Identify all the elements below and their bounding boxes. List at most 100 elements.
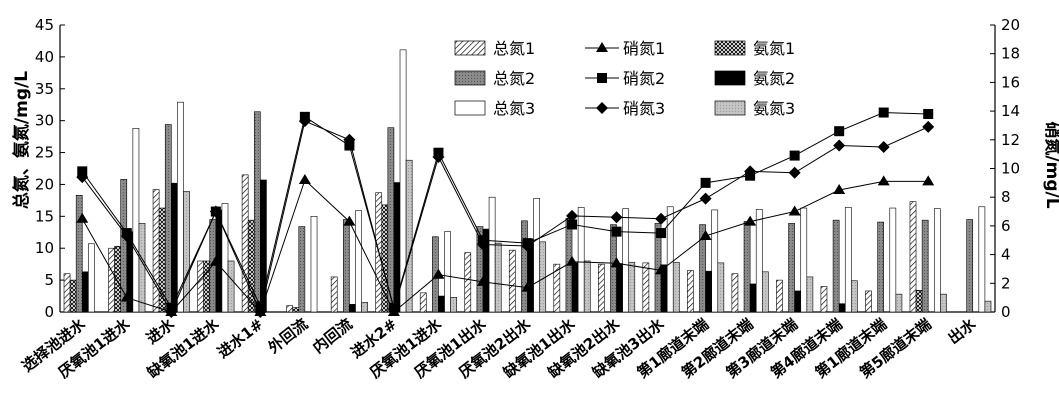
left-tick-label: 30 bbox=[35, 112, 54, 130]
point-硝氮1 bbox=[566, 255, 579, 266]
bar-总氮3 bbox=[844, 207, 852, 313]
right-tick-label: 20 bbox=[1001, 16, 1020, 34]
point-硝氮3 bbox=[922, 120, 935, 133]
point-硝氮3 bbox=[76, 171, 89, 184]
bar-总氮1 bbox=[63, 273, 71, 313]
point-硝氮1 bbox=[120, 291, 133, 302]
point-硝氮3 bbox=[254, 306, 267, 318]
bar-总氮1 bbox=[820, 286, 828, 313]
bar-总氮3 bbox=[310, 216, 318, 313]
bar-总氮2 bbox=[521, 220, 528, 313]
bar-氨氮3 bbox=[940, 293, 947, 313]
point-硝氮1 bbox=[343, 215, 356, 226]
point-硝氮3 bbox=[521, 239, 534, 252]
point-硝氮3 bbox=[476, 238, 489, 251]
bar-总氮3 bbox=[533, 198, 540, 313]
bar-氨氮3 bbox=[672, 261, 680, 313]
legend-label: 氨氮2 bbox=[753, 69, 795, 88]
bar-总氮3 bbox=[177, 101, 184, 313]
bar-总氮3 bbox=[88, 243, 95, 313]
point-硝氮3 bbox=[833, 139, 846, 152]
point-硝氮3 bbox=[699, 192, 712, 205]
bar-氨氮3 bbox=[806, 276, 814, 313]
legend-label: 硝氮1 bbox=[623, 39, 665, 58]
bar-总氮2 bbox=[966, 219, 974, 313]
bar-总氮3 bbox=[800, 207, 808, 313]
bar-氨氮2 bbox=[171, 182, 178, 313]
legend-label: 总氮2 bbox=[493, 69, 535, 88]
point-硝氮3 bbox=[432, 151, 445, 164]
category-label: 外回流 bbox=[264, 315, 311, 358]
bar-总氮3 bbox=[933, 208, 941, 313]
bar-总氮1 bbox=[286, 305, 294, 313]
point-硝氮3 bbox=[610, 211, 623, 224]
left-tick-label: 5 bbox=[44, 271, 54, 289]
point-硝氮1 bbox=[744, 215, 757, 226]
bar-总氮1 bbox=[909, 201, 917, 313]
legend-label: 硝氮2 bbox=[623, 69, 665, 88]
bar-总氮2 bbox=[832, 219, 840, 313]
bar-总氮3 bbox=[221, 203, 229, 313]
bar-总氮1 bbox=[597, 263, 605, 313]
bar-氨氮2 bbox=[438, 295, 445, 313]
legend-swatch bbox=[714, 100, 746, 116]
bar-氨氮3 bbox=[895, 293, 903, 313]
bar-氨氮3 bbox=[583, 260, 591, 313]
point-硝氮3 bbox=[343, 133, 356, 146]
bar-总氮3 bbox=[622, 208, 630, 313]
bar-氨氮3 bbox=[984, 300, 992, 313]
bar-总氮3 bbox=[488, 196, 496, 313]
bar-总氮1 bbox=[776, 279, 783, 313]
legend-swatch bbox=[454, 100, 486, 116]
lines bbox=[76, 107, 935, 318]
point-硝氮2 bbox=[700, 177, 711, 188]
bar-总氮1 bbox=[553, 263, 561, 313]
point-硝氮2 bbox=[878, 107, 889, 118]
bar-总氮1 bbox=[330, 276, 338, 313]
bar-总氮3 bbox=[755, 209, 763, 313]
bar-总氮1 bbox=[197, 260, 204, 313]
legend-swatch bbox=[714, 70, 746, 86]
bar-总氮1 bbox=[108, 247, 115, 313]
left-tick-label: 15 bbox=[35, 207, 54, 225]
bar-氨氮2 bbox=[81, 271, 89, 313]
bar-氨氮1 bbox=[247, 219, 255, 313]
point-硝氮2 bbox=[567, 219, 578, 230]
left-tick-label: 25 bbox=[35, 144, 54, 162]
bar-总氮3 bbox=[577, 207, 585, 313]
left-tick-label: 10 bbox=[35, 239, 54, 257]
legend-marker bbox=[597, 73, 607, 83]
point-硝氮1 bbox=[76, 212, 89, 223]
legend-swatch bbox=[454, 70, 486, 86]
bar-总氮1 bbox=[731, 273, 739, 313]
point-硝氮1 bbox=[788, 205, 801, 216]
bar-氨氮1 bbox=[381, 204, 389, 313]
left-tick-label: 40 bbox=[35, 48, 54, 66]
point-硝氮2 bbox=[611, 226, 622, 237]
left-tick-label: 20 bbox=[35, 175, 54, 193]
bar-总氮2 bbox=[164, 124, 172, 313]
right-tick-label: 14 bbox=[1001, 102, 1020, 120]
right-axis-label: 硝氮/mg/L bbox=[1042, 121, 1059, 208]
point-硝氮3 bbox=[877, 140, 890, 153]
right-tick-label: 8 bbox=[1001, 188, 1011, 206]
bar-总氮2 bbox=[75, 194, 83, 313]
bar-总氮2 bbox=[610, 224, 617, 313]
bar-总氮2 bbox=[253, 111, 261, 313]
bar-总氮1 bbox=[687, 270, 694, 313]
point-硝氮2 bbox=[834, 126, 845, 137]
bar-氨氮3 bbox=[450, 297, 458, 313]
point-硝氮3 bbox=[387, 303, 400, 316]
bar-总氮2 bbox=[298, 226, 306, 313]
right-tick-label: 4 bbox=[1001, 246, 1011, 264]
bar-总氮1 bbox=[508, 249, 516, 313]
right-tick-label: 0 bbox=[1001, 303, 1011, 321]
bar-总氮2 bbox=[699, 224, 706, 313]
bar-总氮3 bbox=[889, 207, 897, 313]
point-硝氮1 bbox=[432, 268, 445, 279]
bar-氨氮3 bbox=[227, 260, 235, 313]
bar-氨氮2 bbox=[571, 262, 579, 313]
point-硝氮3 bbox=[744, 165, 757, 178]
bar-氨氮3 bbox=[628, 261, 636, 313]
